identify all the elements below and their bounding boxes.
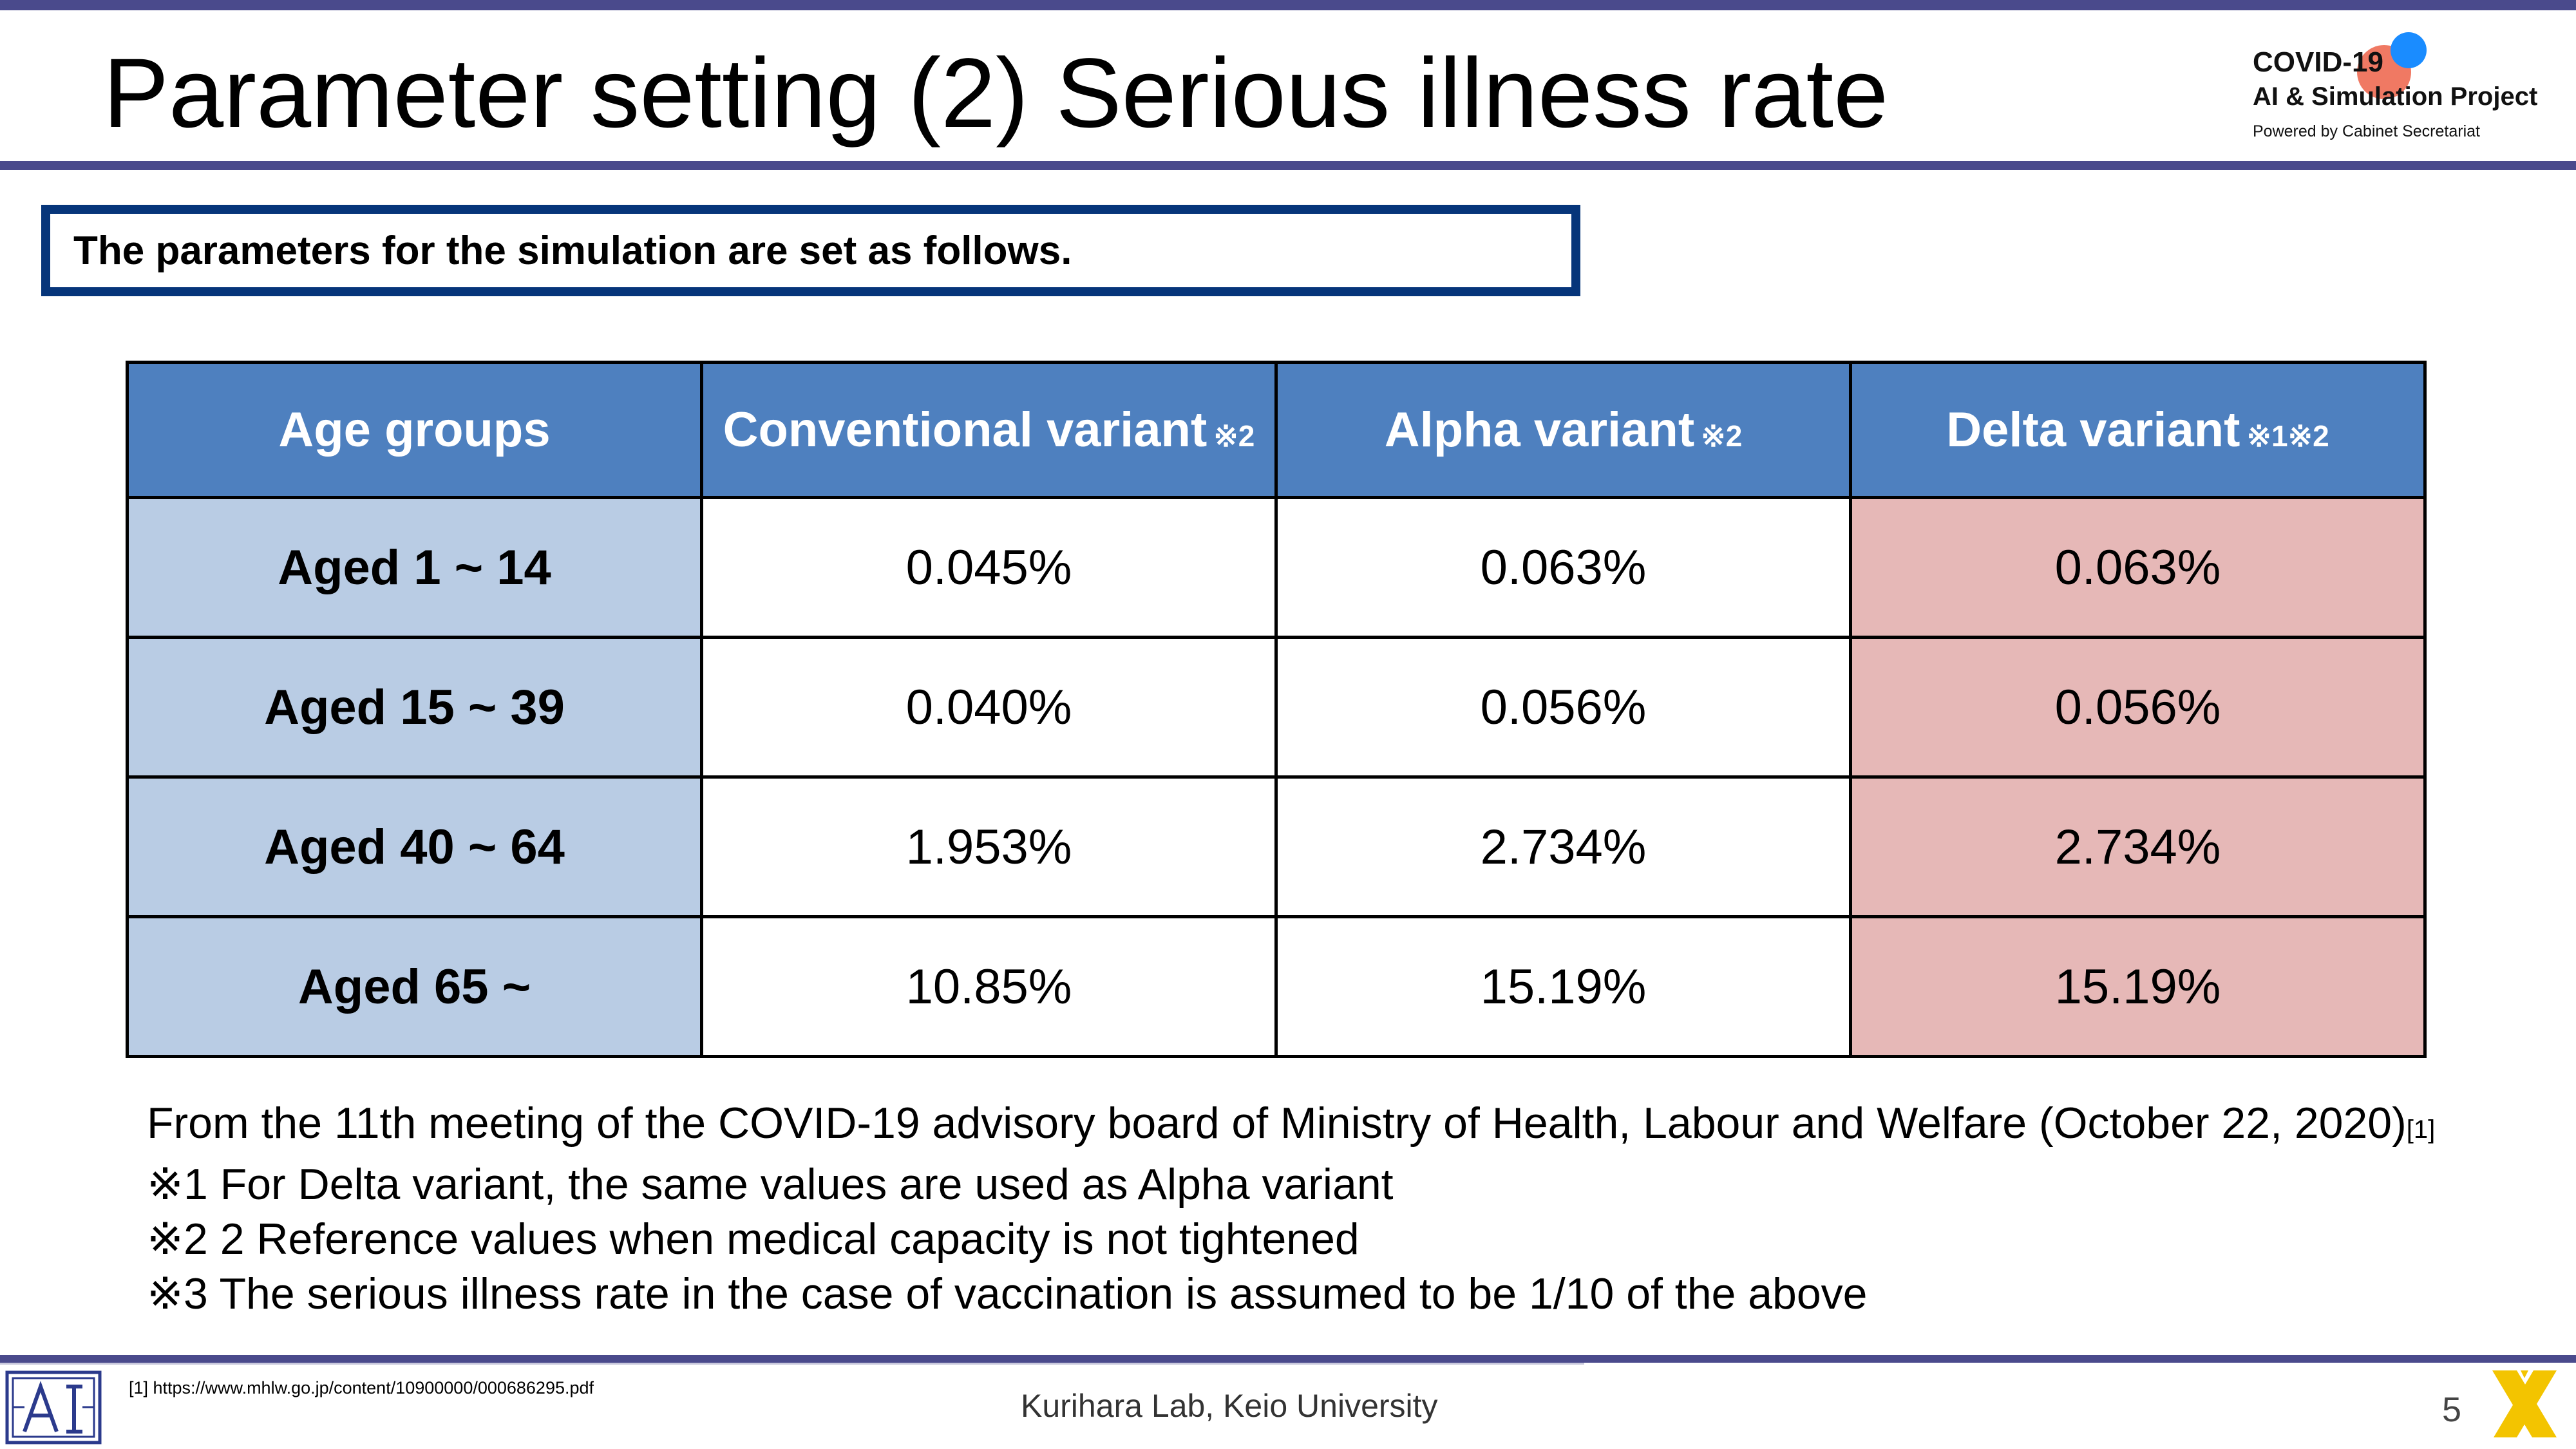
age-cell: Aged 65 ~ [126,915,703,1058]
note-1: ※1 For Delta variant, the same values ar… [147,1160,1394,1209]
page-title: Parameter setting (2) Serious illness ra… [103,38,1889,148]
bottom-rule [0,1355,2576,1363]
note-mark: ※2 [1701,419,1743,453]
table-row: Aged 65 ~ 10.85% 15.19% 15.19% [126,915,2427,1058]
header-alpha: Alpha variant ※2 [1274,361,1852,499]
page-number: 5 [2442,1390,2462,1429]
note-mark: ※1※2 [2246,419,2329,453]
footnote-url: [1] https://www.mhlw.go.jp/content/10900… [129,1378,594,1397]
conventional-cell: 0.040% [700,636,1278,779]
header-conventional: Conventional variant ※2 [700,361,1278,499]
logo-line-3: Powered by Cabinet Secretariat [2253,122,2480,140]
notes-block: From the 11th meeting of the COVID-19 ad… [147,1096,2435,1321]
header-age-groups: Age groups [126,361,703,499]
footer-lab-name: Kurihara Lab, Keio University [1021,1388,1438,1424]
intro-box: The parameters for the simulation are se… [41,205,1580,296]
logo-blue-dot [2391,32,2427,68]
age-cell: Aged 1 ~ 14 [126,496,703,639]
delta-cell: 0.063% [1849,496,2427,639]
conventional-cell: 1.953% [700,775,1278,918]
alpha-cell: 0.056% [1274,636,1852,779]
table-row: Aged 1 ~ 14 0.045% 0.063% 0.063% [126,496,2427,639]
alpha-cell: 15.19% [1274,915,1852,1058]
conventional-cell: 0.045% [700,496,1278,639]
project-logo: COVID-19 AI & Simulation Project Powered… [2248,32,2557,148]
note-2: ※2 2 Reference values when medical capac… [147,1215,1359,1264]
header-delta: Delta variant ※1※2 [1849,361,2427,499]
bottom-thin-rule [0,1363,1584,1365]
source-note: From the 11th meeting of the COVID-19 ad… [147,1099,2436,1148]
delta-cell: 2.734% [1849,775,2427,918]
ai-lab-logo-icon [5,1370,102,1444]
illness-rate-table: Age groups Conventional variant ※2 Alpha … [126,361,2427,1058]
intro-text: The parameters for the simulation are se… [73,228,1072,273]
delta-cell: 15.19% [1849,915,2427,1058]
alpha-cell: 2.734% [1274,775,1852,918]
table-row: Aged 15 ~ 39 0.040% 0.056% 0.056% [126,636,2427,779]
table-row: Aged 40 ~ 64 1.953% 2.734% 2.734% [126,775,2427,918]
table-header-row: Age groups Conventional variant ※2 Alpha … [126,361,2427,499]
delta-cell: 0.056% [1849,636,2427,779]
logo-line-1: COVID-19 [2253,46,2383,78]
source-reference: [1] [2406,1115,2436,1144]
alpha-cell: 0.063% [1274,496,1852,639]
title-rule [0,161,2576,170]
top-rule [0,0,2576,10]
x-logo-icon [2492,1370,2557,1437]
age-cell: Aged 15 ~ 39 [126,636,703,779]
logo-line-2: AI & Simulation Project [2253,82,2538,111]
note-mark: ※2 [1213,419,1255,453]
age-cell: Aged 40 ~ 64 [126,775,703,918]
conventional-cell: 10.85% [700,915,1278,1058]
note-3: ※3 The serious illness rate in the case … [147,1269,1868,1318]
